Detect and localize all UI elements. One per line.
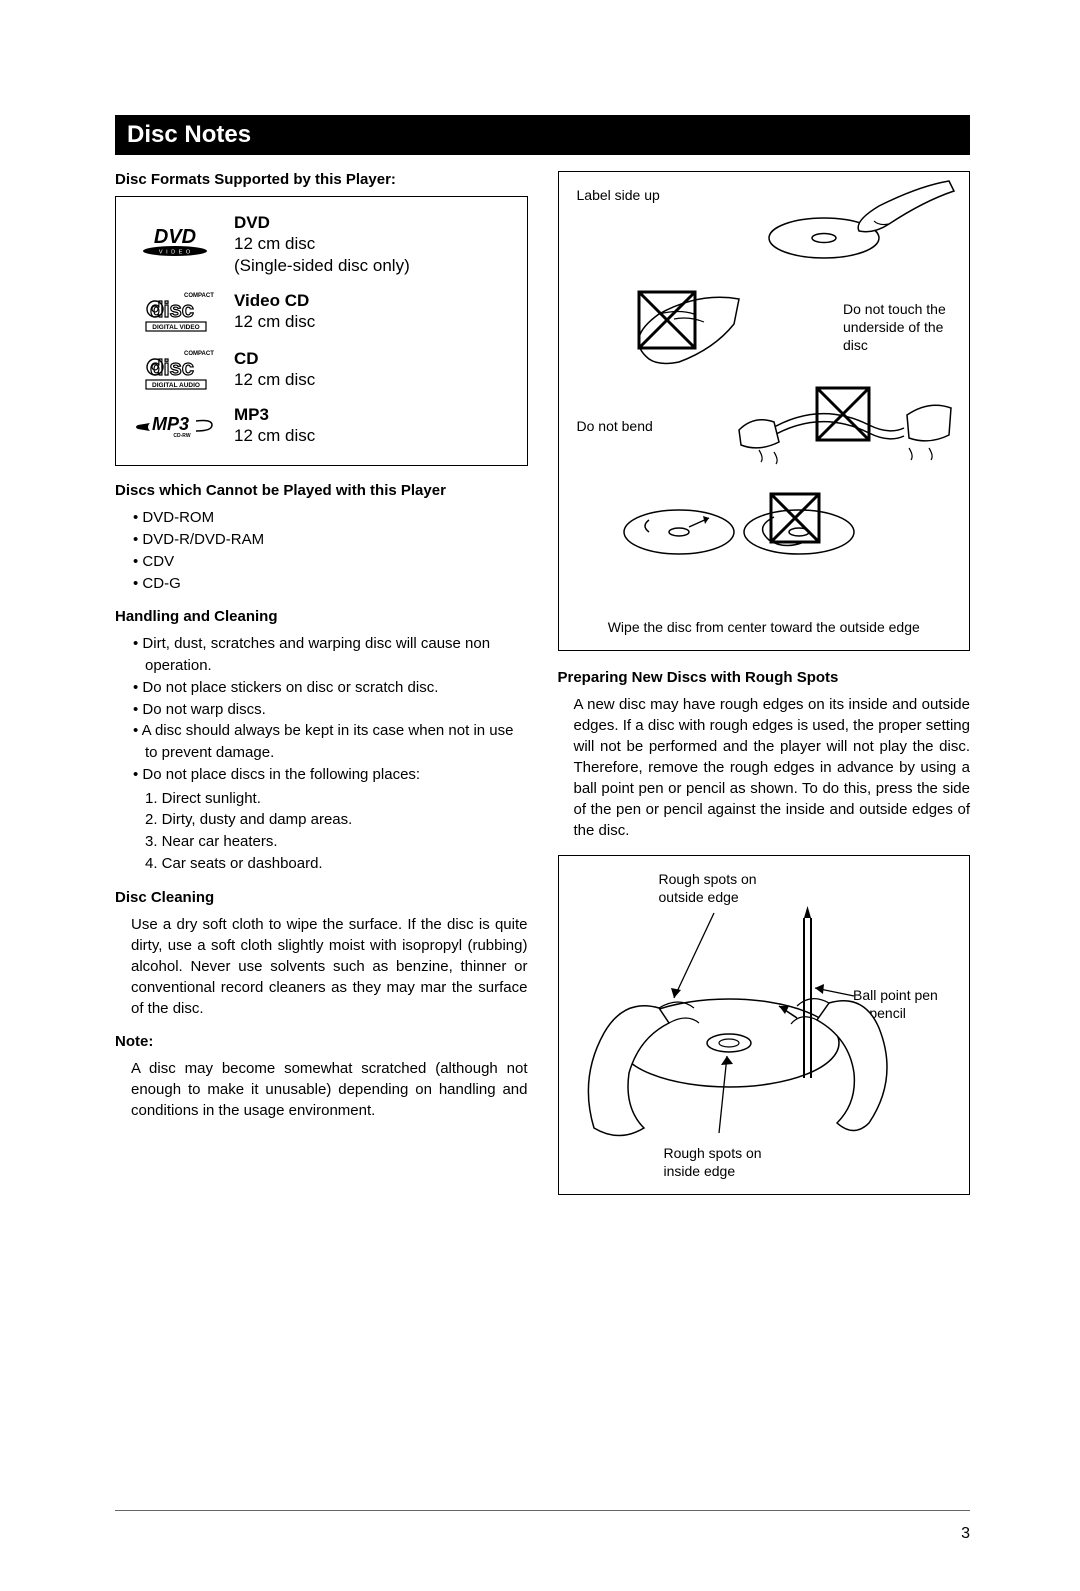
label-side-up: Label side up — [577, 186, 660, 204]
svg-text:MP3: MP3 — [152, 414, 189, 434]
list-item: DVD-ROM — [133, 507, 528, 529]
hands-pen-disc-icon — [569, 878, 929, 1178]
format-desc: 12 cm disc(Single-sided disc only) — [234, 233, 410, 277]
list-item: CDV — [133, 551, 528, 573]
format-title: MP3 — [234, 405, 315, 425]
list-item: 1. Direct sunlight. — [145, 788, 528, 810]
bend-disc-icon — [729, 380, 959, 470]
list-item: Do not place discs in the following plac… — [133, 764, 528, 786]
format-title: Video CD — [234, 291, 315, 311]
mp3-logo-icon: MP3 CD-RW — [130, 411, 220, 441]
format-text: Video CD 12 cm disc — [234, 291, 315, 333]
note-heading: Note: — [115, 1033, 528, 1050]
places-list: 1. Direct sunlight. 2. Dirty, dusty and … — [115, 788, 528, 875]
list-item: DVD-R/DVD-RAM — [133, 529, 528, 551]
format-row: COMPACT disc DIGITAL VIDEO Video CD 12 c… — [130, 283, 513, 341]
format-title: DVD — [234, 213, 410, 233]
list-item: A disc should always be kept in its case… — [133, 720, 528, 764]
format-row: COMPACT disc DIGITAL AUDIO CD 12 cm disc — [130, 341, 513, 399]
cleaning-heading: Disc Cleaning — [115, 889, 528, 906]
format-desc: 12 cm disc — [234, 311, 315, 333]
footer-rule — [115, 1510, 970, 1511]
wipe-label: Wipe the disc from center toward the out… — [559, 618, 970, 636]
handling-heading: Handling and Cleaning — [115, 608, 528, 625]
list-item: Do not warp discs. — [133, 699, 528, 721]
right-column: Label side up Do not touch the underside… — [558, 171, 971, 1213]
format-row: DVD V I D E O DVD 12 cm disc(Single-side… — [130, 207, 513, 283]
formats-heading: Disc Formats Supported by this Player: — [115, 171, 528, 188]
page-number: 3 — [961, 1525, 970, 1543]
two-column-layout: Disc Formats Supported by this Player: D… — [115, 171, 970, 1213]
hand-holding-disc-icon — [729, 176, 959, 276]
cannot-play-heading: Discs which Cannot be Played with this P… — [115, 482, 528, 499]
list-item: 4. Car seats or dashboard. — [145, 853, 528, 875]
format-title: CD — [234, 349, 315, 369]
page-title: Disc Notes — [127, 121, 251, 148]
svg-text:V I D E O: V I D E O — [159, 250, 191, 256]
format-desc: 12 cm disc — [234, 425, 315, 447]
cannot-play-list: DVD-ROM DVD-R/DVD-RAM CDV CD-G — [115, 507, 528, 594]
format-row: MP3 CD-RW MP3 12 cm disc — [130, 399, 513, 453]
list-item: CD-G — [133, 573, 528, 595]
page-title-bar: Disc Notes — [115, 115, 970, 155]
handling-diagram: Label side up Do not touch the underside… — [558, 171, 971, 651]
cd-logo-icon: COMPACT disc DIGITAL AUDIO — [130, 347, 220, 393]
rough-spots-diagram: Rough spots on outside edge Ball point p… — [558, 855, 971, 1195]
no-touch-label: Do not touch the underside of the disc — [843, 300, 953, 355]
touch-underside-icon — [619, 284, 769, 374]
format-text: CD 12 cm disc — [234, 349, 315, 391]
svg-text:DIGITAL AUDIO: DIGITAL AUDIO — [152, 382, 200, 389]
format-text: MP3 12 cm disc — [234, 405, 315, 447]
cleaning-para: Use a dry soft cloth to wipe the surface… — [115, 914, 528, 1019]
formats-box: DVD V I D E O DVD 12 cm disc(Single-side… — [115, 196, 528, 466]
dvd-logo-icon: DVD V I D E O — [130, 225, 220, 265]
svg-text:DVD: DVD — [154, 226, 196, 248]
note-para: A disc may become somewhat scratched (al… — [115, 1058, 528, 1121]
left-column: Disc Formats Supported by this Player: D… — [115, 171, 528, 1213]
svg-text:CD-RW: CD-RW — [173, 433, 190, 439]
list-item: Do not place stickers on disc or scratch… — [133, 677, 528, 699]
format-desc: 12 cm disc — [234, 369, 315, 391]
prep-heading: Preparing New Discs with Rough Spots — [558, 669, 971, 686]
format-text: DVD 12 cm disc(Single-sided disc only) — [234, 213, 410, 277]
list-item: 2. Dirty, dusty and damp areas. — [145, 809, 528, 831]
handling-list: Dirt, dust, scratches and warping disc w… — [115, 633, 528, 785]
wipe-disc-icon — [609, 482, 869, 582]
prep-para: A new disc may have rough edges on its i… — [558, 694, 971, 841]
vcd-logo-icon: COMPACT disc DIGITAL VIDEO — [130, 289, 220, 335]
list-item: Dirt, dust, scratches and warping disc w… — [133, 633, 528, 677]
svg-text:DIGITAL VIDEO: DIGITAL VIDEO — [152, 324, 199, 331]
no-bend-label: Do not bend — [577, 417, 653, 435]
list-item: 3. Near car heaters. — [145, 831, 528, 853]
